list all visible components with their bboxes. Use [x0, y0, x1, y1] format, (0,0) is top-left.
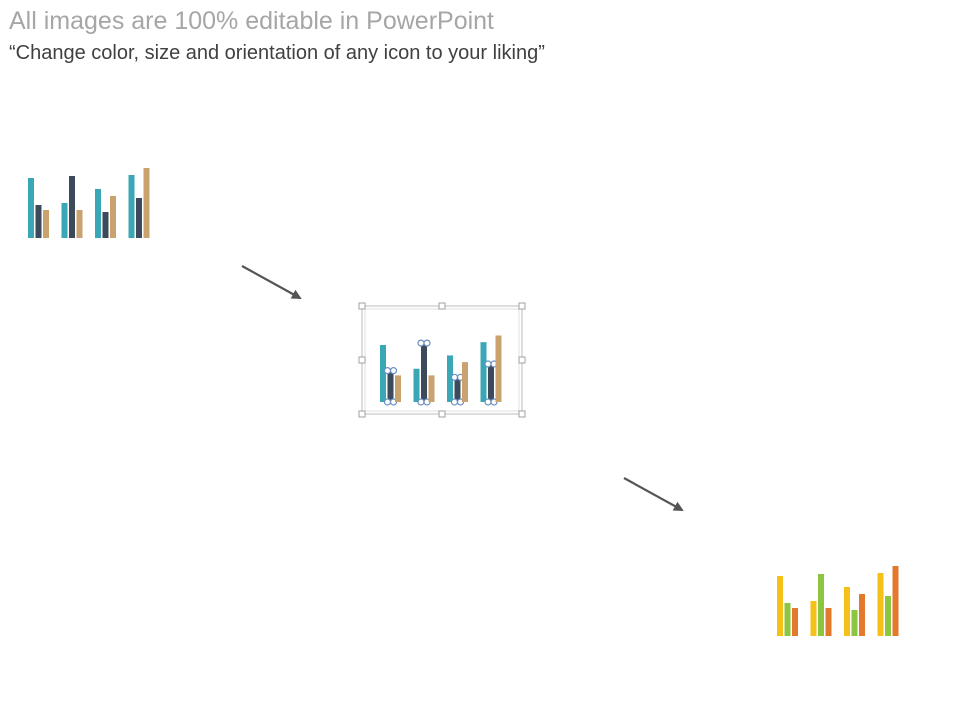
page-title: All images are 100% editable in PowerPoi…	[9, 7, 494, 35]
arrow-down-right-icon	[623, 477, 684, 511]
resize-handle[interactable]	[518, 356, 526, 364]
resize-handle[interactable]	[518, 410, 526, 418]
chart-bar	[818, 574, 824, 636]
bar-chart-icon-recolored[interactable]	[777, 564, 901, 638]
vertex-handle[interactable]	[417, 398, 425, 406]
chart-bar	[454, 377, 461, 402]
arrow-down-right-icon	[241, 265, 302, 299]
resize-handle[interactable]	[358, 410, 366, 418]
bar-chart-icon-selected[interactable]	[358, 302, 526, 418]
chart-bar	[136, 198, 142, 238]
chart-bar	[428, 375, 435, 402]
chart-bar	[413, 368, 420, 402]
chart-bar	[380, 345, 386, 402]
vertex-handle[interactable]	[484, 360, 492, 368]
vertex-handle[interactable]	[423, 339, 431, 347]
chart-bar	[885, 596, 891, 636]
chart-bar	[777, 576, 783, 636]
chart-bar	[61, 203, 68, 238]
chart-bar	[69, 176, 75, 238]
chart-bar	[128, 175, 135, 238]
page-subtitle: “Change color, size and orientation of a…	[9, 42, 545, 64]
chart-bar	[877, 573, 884, 636]
chart-bar	[387, 370, 394, 402]
chart-bar	[447, 355, 453, 402]
chart-bar	[810, 601, 817, 636]
vertex-handle[interactable]	[450, 398, 459, 406]
chart-bar	[421, 343, 427, 402]
vertex-handle[interactable]	[383, 367, 392, 375]
chart-bar	[859, 594, 865, 636]
resize-handle[interactable]	[438, 410, 446, 418]
chart-bar	[851, 610, 858, 636]
chart-bar	[102, 212, 109, 238]
chart-bar	[784, 603, 791, 636]
resize-handle[interactable]	[438, 302, 446, 310]
chart-bar	[143, 168, 150, 238]
vertex-handle[interactable]	[383, 398, 392, 406]
chart-bar	[43, 210, 49, 238]
chart-bar	[462, 362, 468, 402]
vertex-handle[interactable]	[417, 339, 425, 347]
chart-bar	[110, 196, 116, 238]
chart-bar	[95, 189, 101, 238]
chart-bar	[28, 178, 34, 238]
resize-handle[interactable]	[518, 302, 526, 310]
chart-bar	[480, 342, 487, 402]
vertex-handle[interactable]	[389, 367, 398, 375]
chart-bar	[495, 335, 502, 402]
chart-bar	[35, 205, 42, 238]
resize-handle[interactable]	[358, 356, 366, 364]
chart-bar	[395, 375, 401, 402]
resize-handle[interactable]	[358, 302, 366, 310]
chart-bar	[792, 608, 798, 636]
chart-bar	[844, 587, 850, 636]
chart-bar	[825, 608, 832, 636]
vertex-handle[interactable]	[484, 398, 492, 406]
chart-bar	[76, 210, 83, 238]
bar-chart-icon-original[interactable]	[28, 166, 152, 240]
chart-bar	[488, 364, 494, 402]
chart-bar	[892, 566, 899, 636]
vertex-handle[interactable]	[450, 373, 459, 381]
